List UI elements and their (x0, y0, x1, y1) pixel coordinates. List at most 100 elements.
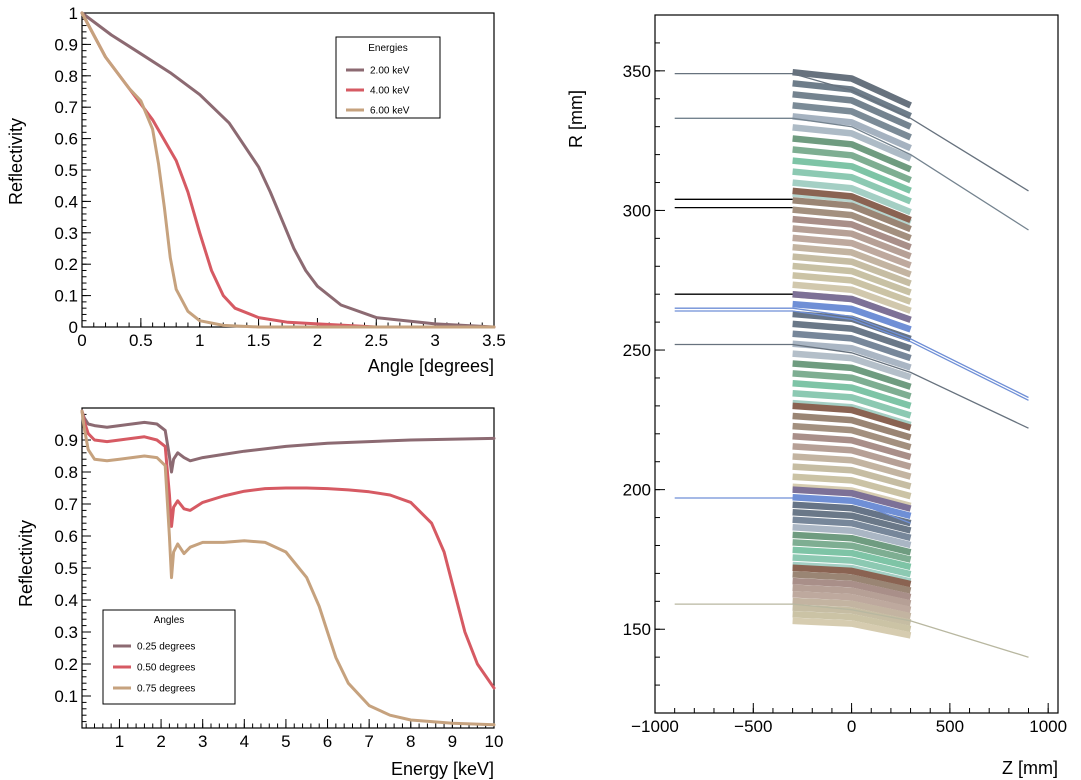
mirror-shell (792, 187, 912, 224)
mirror-shell (792, 272, 912, 305)
axis-ticks: −1000 −500 0 500 1000 150 200 250 300 350 (623, 14, 1067, 736)
y-axis-label: R [mm] (566, 90, 586, 148)
mirror-shell (792, 610, 912, 633)
mirror-shell (792, 554, 912, 578)
mirror-shell (792, 262, 912, 296)
x-tick-label: −1000 (631, 717, 679, 736)
mirror-shell (792, 253, 912, 287)
series-line-1 (80, 409, 496, 474)
legend-entries: 0.25 degrees 0.50 degrees 0.75 degrees (113, 642, 195, 695)
y-tick-label: 0 (69, 318, 78, 337)
mirror-shell (792, 179, 912, 216)
mirror-shell (792, 453, 912, 480)
angle-reflectivity-chart: 0 0.5 1 1.5 2 2.5 3 3.5 0 0.1 0.2 0.3 0.4 0.5 0.6 0.7 0.… (6, 4, 506, 376)
y-tick-label: 0.5 (54, 559, 78, 578)
y-tick-label: 0.3 (54, 224, 78, 243)
mirror-shell (792, 617, 912, 639)
mirror-shell (792, 584, 912, 607)
mirror-shell (792, 422, 912, 451)
energy-reflectivity-chart: 1 2 3 4 5 6 7 8 9 10 0.1 0.2 0.3 0.4 0.5 0.6 0.7 0.8 0.9 E… (16, 407, 503, 779)
x-tick-label: 1 (195, 331, 204, 350)
x-tick-label: −500 (734, 717, 772, 736)
mirror-shell (792, 564, 912, 588)
series-line-3 (80, 409, 496, 727)
mirror-shell (792, 124, 912, 162)
x-tick-label: 0 (77, 331, 86, 350)
rays (674, 72, 1029, 658)
y-tick-label: 0.4 (54, 192, 78, 211)
y-tick-label: 150 (623, 620, 651, 639)
y-tick-label: 0.7 (54, 98, 78, 117)
y-axis-label: Reflectivity (16, 520, 36, 607)
y-tick-label: 0.6 (54, 130, 78, 149)
mirror-shell (792, 102, 912, 141)
mirror-shell (792, 412, 912, 441)
legend-label: 0.25 degrees (137, 642, 195, 653)
legend-entries: 2.00 keV 4.00 keV 6.00 keV (346, 66, 410, 117)
legend-title: Energies (368, 43, 407, 54)
x-tick-label: 8 (406, 732, 415, 751)
mirror-shell (792, 443, 912, 470)
plot-frame (654, 14, 1059, 714)
mirror-shell (792, 290, 912, 323)
mirror-shell (792, 360, 912, 390)
mirror-shell (792, 473, 912, 500)
x-tick-label: 0 (847, 717, 856, 736)
ray-10 (674, 603, 1029, 658)
mirror-shell (792, 516, 912, 541)
y-tick-label: 0.7 (54, 495, 78, 514)
mirror-shell (792, 281, 912, 314)
mirror-shell (792, 320, 912, 352)
mirror-shell (792, 604, 912, 626)
mirror-shell (792, 80, 912, 120)
mirror-shell (792, 531, 912, 556)
x-tick-label: 1 (115, 732, 124, 751)
ray-6 (674, 307, 1029, 399)
ray-7 (674, 310, 1029, 401)
mirror-shell (792, 432, 912, 461)
y-tick-label: 200 (623, 481, 651, 500)
mirror-shells (792, 68, 912, 639)
legend-title: Angles (154, 615, 185, 626)
mirror-shell (792, 380, 912, 410)
mirror-shell (792, 539, 912, 563)
y-tick-label: 0.2 (54, 655, 78, 674)
legend-label: 2.00 keV (370, 66, 410, 77)
x-tick-label: 2 (156, 732, 165, 751)
mirror-shell (792, 524, 912, 549)
axis-ticks: 0 0.5 1 1.5 2 2.5 3 3.5 0 0.1 0.2 0.3 0.4 0.5 0.6 0.7 0.… (54, 4, 505, 350)
mirror-shell (792, 300, 912, 333)
mirror-shell (792, 243, 912, 278)
ray-8 (674, 343, 1029, 429)
y-tick-label: 300 (623, 201, 651, 220)
legend-label: 6.00 keV (370, 106, 410, 117)
series-line-2 (80, 409, 496, 690)
legend: Energies 2.00 keV 4.00 keV 6.00 keV (335, 36, 441, 119)
y-tick-label: 250 (623, 341, 651, 360)
y-tick-label: 0.8 (54, 463, 78, 482)
series-line-1 (80, 11, 496, 329)
y-tick-label: 0.8 (54, 67, 78, 86)
x-tick-label: 0.5 (129, 331, 153, 350)
mirror-shell (792, 225, 912, 260)
y-tick-label: 1 (69, 4, 78, 23)
mirror-shell (792, 68, 912, 109)
mirror-shell (792, 340, 912, 371)
x-tick-label: 1000 (1029, 717, 1067, 736)
mirror-shell (792, 215, 912, 251)
y-tick-label: 0.1 (54, 287, 78, 306)
x-tick-label: 4 (240, 732, 249, 751)
x-tick-label: 3.5 (482, 331, 506, 350)
mirror-shell (792, 486, 912, 512)
mirror-shell (792, 577, 912, 601)
mirror-shell (792, 234, 912, 269)
mirror-shell (792, 330, 912, 362)
legend-box (335, 36, 441, 119)
y-tick-label: 0.1 (54, 687, 78, 706)
y-tick-label: 0.5 (54, 161, 78, 180)
y-axis-label: Reflectivity (6, 118, 26, 205)
x-tick-label: 7 (364, 732, 373, 751)
mirror-shell (792, 546, 912, 571)
